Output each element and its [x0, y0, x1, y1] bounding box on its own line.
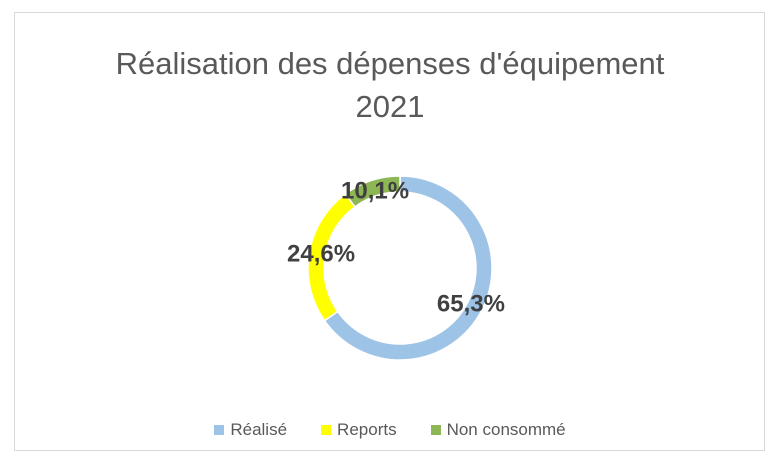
legend-item: Non consommé [430, 420, 566, 440]
data-label: 24,6% [287, 240, 355, 267]
data-label: 65,3% [437, 290, 505, 317]
legend-item: Réalisé [214, 420, 287, 440]
donut-segment [344, 175, 401, 208]
donut-segment [323, 175, 493, 361]
legend-item: Reports [321, 420, 397, 440]
chart-frame [14, 12, 765, 451]
legend-label: Reports [337, 420, 397, 439]
legend: Réalisé Reports Non consommé [0, 420, 780, 440]
data-label: 10,1% [341, 177, 409, 204]
legend-swatch [214, 425, 225, 435]
legend-label: Non consommé [446, 420, 566, 439]
chart-title: Réalisation des dépenses d'équipement 20… [115, 46, 665, 124]
legend-swatch [321, 425, 332, 435]
legend-swatch [430, 425, 441, 435]
legend-label: Réalisé [230, 420, 288, 439]
